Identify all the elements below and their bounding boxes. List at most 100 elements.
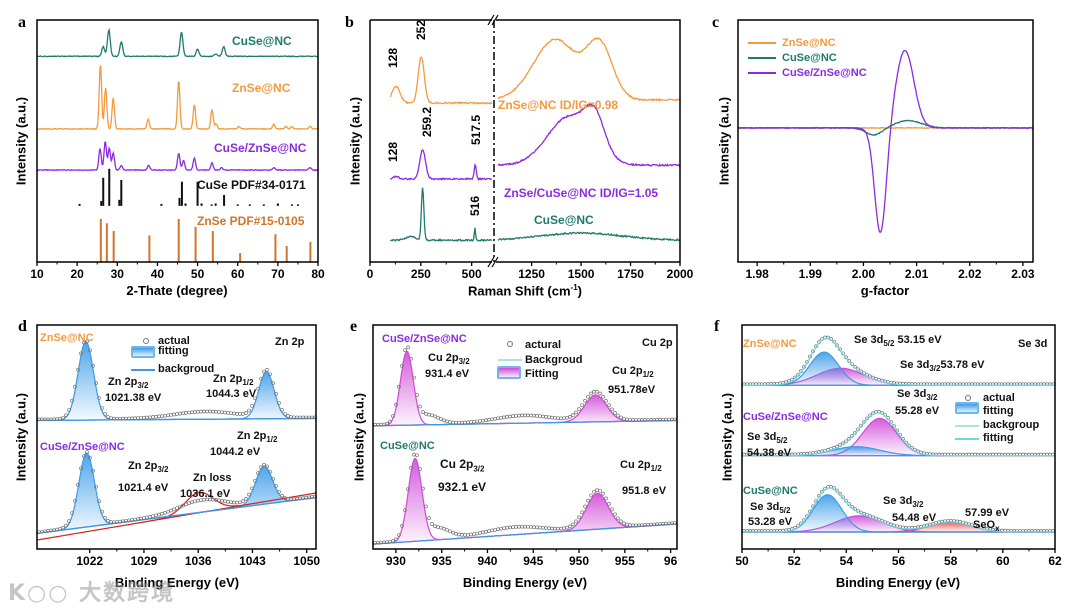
- d-legend-background-icon: [131, 369, 155, 371]
- actual-data-point: [388, 419, 392, 424]
- series-line: [36, 65, 319, 131]
- actual-data-point: [418, 467, 422, 471]
- x-tick-label: 500: [462, 267, 482, 281]
- actual-data-point: [403, 508, 407, 513]
- actual-data-point: [172, 412, 176, 417]
- actual-data-point: [529, 525, 533, 529]
- series-line: [497, 231, 681, 242]
- actual-data-point: [505, 525, 509, 530]
- actual-data-point: [469, 532, 473, 537]
- actual-data-point: [433, 524, 437, 529]
- actual-data-point: [253, 478, 257, 483]
- actual-data-point: [244, 496, 248, 501]
- actual-data-point: [187, 410, 191, 415]
- actual-data-point: [223, 410, 227, 415]
- actual-data-point: [604, 399, 608, 403]
- actual-data-point: [553, 526, 557, 531]
- b-peak-label: 128: [386, 47, 400, 69]
- actual-data-point: [526, 413, 530, 418]
- fit-component: [741, 351, 1056, 386]
- actual-data-point: [544, 414, 548, 419]
- actual-data-point: [145, 415, 149, 420]
- actual-data-point: [151, 415, 155, 419]
- actual-data-point: [97, 395, 101, 400]
- actual-data-point: [400, 363, 404, 368]
- x-tick-label: 2.03: [1011, 267, 1035, 281]
- actual-data-point: [148, 515, 152, 519]
- actual-data-point: [157, 512, 161, 517]
- actual-data-point: [247, 492, 251, 497]
- actual-data-point: [76, 482, 80, 487]
- actual-data-point: [409, 356, 413, 361]
- series-line: [389, 56, 493, 105]
- annotation-label: Zn 2p: [108, 376, 138, 388]
- actual-data-point: [493, 527, 497, 532]
- actual-data-point: [571, 522, 575, 527]
- actual-data-point: [577, 407, 581, 411]
- actual-data-point: [157, 414, 161, 419]
- actual-data-point: [67, 519, 71, 523]
- axis-frame: [737, 19, 1034, 263]
- actual-data-point: [427, 516, 431, 521]
- x-tick-label: 2.01: [905, 267, 929, 281]
- actual-data-point: [538, 414, 542, 419]
- f-sample-cuse: CuSe@NC: [743, 485, 798, 497]
- actual-data-point: [499, 415, 503, 420]
- f-legend-fitting: fitting: [983, 405, 1014, 417]
- e-annotation: Cu 2p3/2: [428, 351, 470, 369]
- actual-data-point: [166, 413, 170, 418]
- actual-data-point: [589, 493, 593, 498]
- actual-data-point: [271, 381, 275, 386]
- x-tick-label: 60: [996, 554, 1010, 568]
- x-tick-label: 1500: [568, 267, 595, 281]
- annotation-sub: 1/2: [650, 464, 662, 474]
- background-line: [372, 523, 678, 545]
- actual-data-point: [277, 401, 281, 405]
- actual-data-point: [391, 414, 395, 418]
- actual-data-point: [529, 413, 533, 418]
- actual-data-point: [148, 415, 152, 420]
- annotation-label: Cu 2p: [440, 457, 474, 471]
- x-tick-label: 1022: [76, 554, 103, 568]
- actual-data-point: [175, 412, 179, 416]
- actual-data-point: [463, 420, 467, 425]
- xlabel-b-sup: -1: [570, 283, 578, 292]
- x-tick-label: 62: [1048, 554, 1062, 568]
- actual-data-point: [229, 411, 233, 416]
- b-peak-label: 516: [468, 195, 482, 217]
- actual-data-point: [556, 526, 560, 531]
- actual-data-point: [394, 537, 398, 542]
- f-annotation: Se 3d5/2 53.15 eV: [854, 333, 942, 351]
- d-annotation: Zn 2p3/2: [128, 459, 168, 477]
- actual-data-point: [415, 453, 419, 458]
- series-line: [497, 102, 681, 167]
- panel-label-d: d: [18, 318, 27, 335]
- actual-data-point: [460, 533, 464, 537]
- actual-data-point: [448, 529, 452, 534]
- x-tick-label: 945: [523, 554, 543, 568]
- actual-data-point: [601, 491, 605, 496]
- actual-data-point: [562, 526, 566, 531]
- panel-label-b: b: [345, 14, 354, 31]
- b-peak-label: 259.2: [420, 106, 434, 138]
- x-tick-label: 52: [787, 554, 801, 568]
- actual-data-point: [472, 532, 476, 536]
- actual-data-point: [586, 394, 590, 399]
- actual-data-point: [178, 411, 182, 416]
- e-annotation-value: 951.78eV: [608, 384, 656, 396]
- actual-data-point: [406, 487, 410, 491]
- watermark-logo: K○○: [8, 581, 70, 606]
- annotation-sub: 3/2: [458, 357, 470, 367]
- actual-data-point: [436, 525, 440, 529]
- actual-data-point: [454, 531, 458, 536]
- annotation-sub: 3/2: [157, 465, 169, 475]
- series-line: [36, 27, 319, 58]
- actual-data-point: [538, 525, 542, 530]
- actual-data-point: [76, 367, 80, 372]
- actual-data-point: [589, 391, 593, 396]
- x-tick-label: 1750: [617, 267, 644, 281]
- actual-data-point: [268, 469, 272, 474]
- actual-data-point: [103, 412, 107, 416]
- actual-data-point: [181, 411, 185, 416]
- actual-data-point: [523, 524, 527, 529]
